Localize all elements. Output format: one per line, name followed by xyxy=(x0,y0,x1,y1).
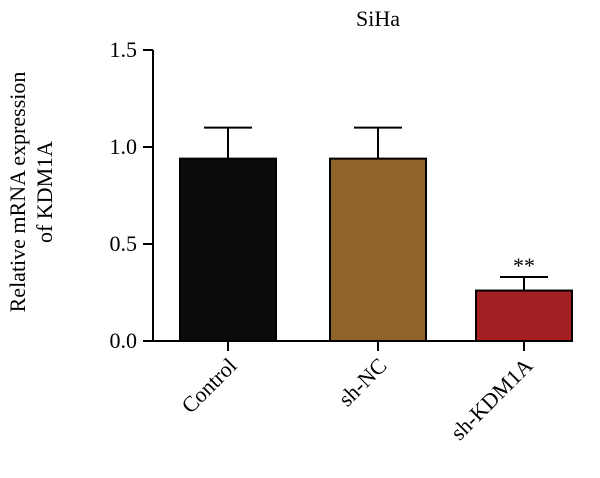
x-tick-label-2: sh-KDM1A xyxy=(446,353,538,445)
x-tick-label-0: Control xyxy=(176,353,241,418)
chart-title: SiHa xyxy=(356,6,400,31)
bar-2 xyxy=(475,289,573,342)
y-tick-label-3: 1.5 xyxy=(110,37,138,62)
y-tick-label-2: 1.0 xyxy=(110,134,138,159)
y-tick-label-1: 0.5 xyxy=(110,231,138,256)
plot-area: ** 0.0 0.5 1.0 1.5 Control sh-NC sh-KDM1A xyxy=(110,37,573,445)
significance-label-2: ** xyxy=(513,253,535,278)
y-tick-label-0: 0.0 xyxy=(110,328,138,353)
y-axis-label-line-2: of KDM1A xyxy=(32,141,57,243)
bar-1 xyxy=(329,157,427,342)
bar-0 xyxy=(179,157,277,342)
y-axis-label-line-1: Relative mRNA expression xyxy=(5,72,30,313)
x-tick-label-1: sh-NC xyxy=(333,353,391,411)
